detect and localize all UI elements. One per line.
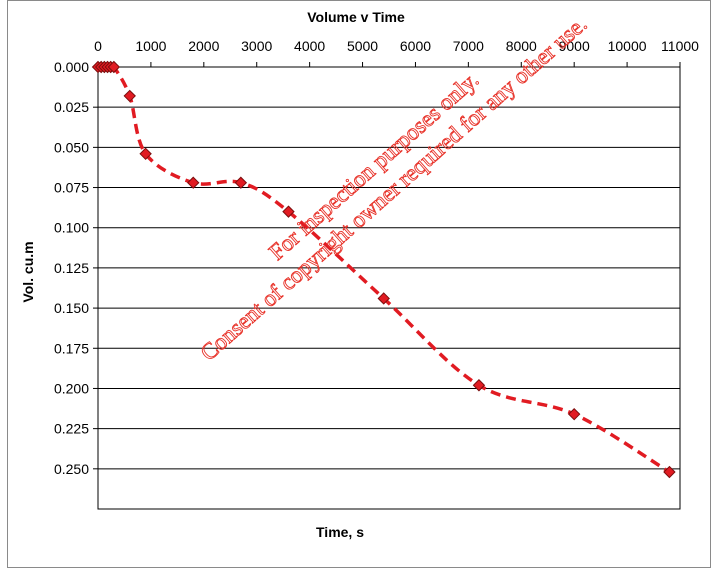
data-point-14	[663, 465, 676, 479]
x-tick-label-1: 1000	[135, 38, 166, 54]
y-tick-label-6: 0.150	[54, 300, 89, 316]
y-axis-title: Vol. cu.m	[20, 241, 36, 302]
chart-title: Volume v Time	[307, 9, 405, 25]
x-tick-label-7: 7000	[453, 38, 484, 54]
x-tick-label-2: 2000	[188, 38, 219, 54]
y-tick-label-0: 0.000	[54, 59, 89, 75]
x-tick-label-4: 4000	[294, 38, 325, 54]
x-tick-label-6: 6000	[400, 38, 431, 54]
chart-area-border	[7, 0, 711, 568]
y-tick-label-3: 0.075	[54, 180, 89, 196]
x-tick-label-9: 9000	[559, 38, 590, 54]
x-tick-label-10: 10000	[608, 38, 647, 54]
y-tick-label-2: 0.050	[54, 139, 89, 155]
y-tick-label-10: 0.250	[54, 461, 89, 477]
y-tick-label-5: 0.125	[54, 260, 89, 276]
data-point-5	[107, 60, 121, 74]
plot-area-border	[97, 66, 681, 510]
x-tick-label-5: 5000	[347, 38, 378, 54]
gridlines	[98, 66, 680, 470]
y-tick-label-1: 0.025	[54, 99, 89, 115]
y-tick-label-9: 0.225	[54, 421, 89, 437]
data-point-13	[567, 407, 581, 421]
x-tick-label-3: 3000	[241, 38, 272, 54]
x-axis-title: Time, s	[316, 524, 364, 540]
x-tick-label-8: 8000	[506, 38, 537, 54]
y-tick-label-8: 0.200	[54, 380, 89, 396]
data-point-9	[234, 176, 248, 189]
data-markers	[91, 60, 676, 479]
x-tick-label-11: 11000	[661, 38, 699, 54]
data-point-11	[377, 292, 390, 305]
data-point-6	[123, 89, 136, 103]
x-axis-ticks: 0 1000 2000 3000 4000 5000 6000 7000 8000 9000 100…	[94, 38, 699, 67]
y-tick-label-7: 0.175	[54, 340, 89, 356]
y-tick-label-4: 0.100	[54, 220, 89, 236]
data-point-8	[187, 176, 200, 189]
data-point-12	[472, 379, 486, 392]
data-point-7	[139, 147, 152, 160]
y-axis-ticks: 0.000 0.025 0.050 0.075 0.100 0.125 0.150 0.175…	[54, 59, 98, 477]
data-point-10	[282, 205, 295, 218]
x-tick-label-0: 0	[94, 38, 102, 54]
